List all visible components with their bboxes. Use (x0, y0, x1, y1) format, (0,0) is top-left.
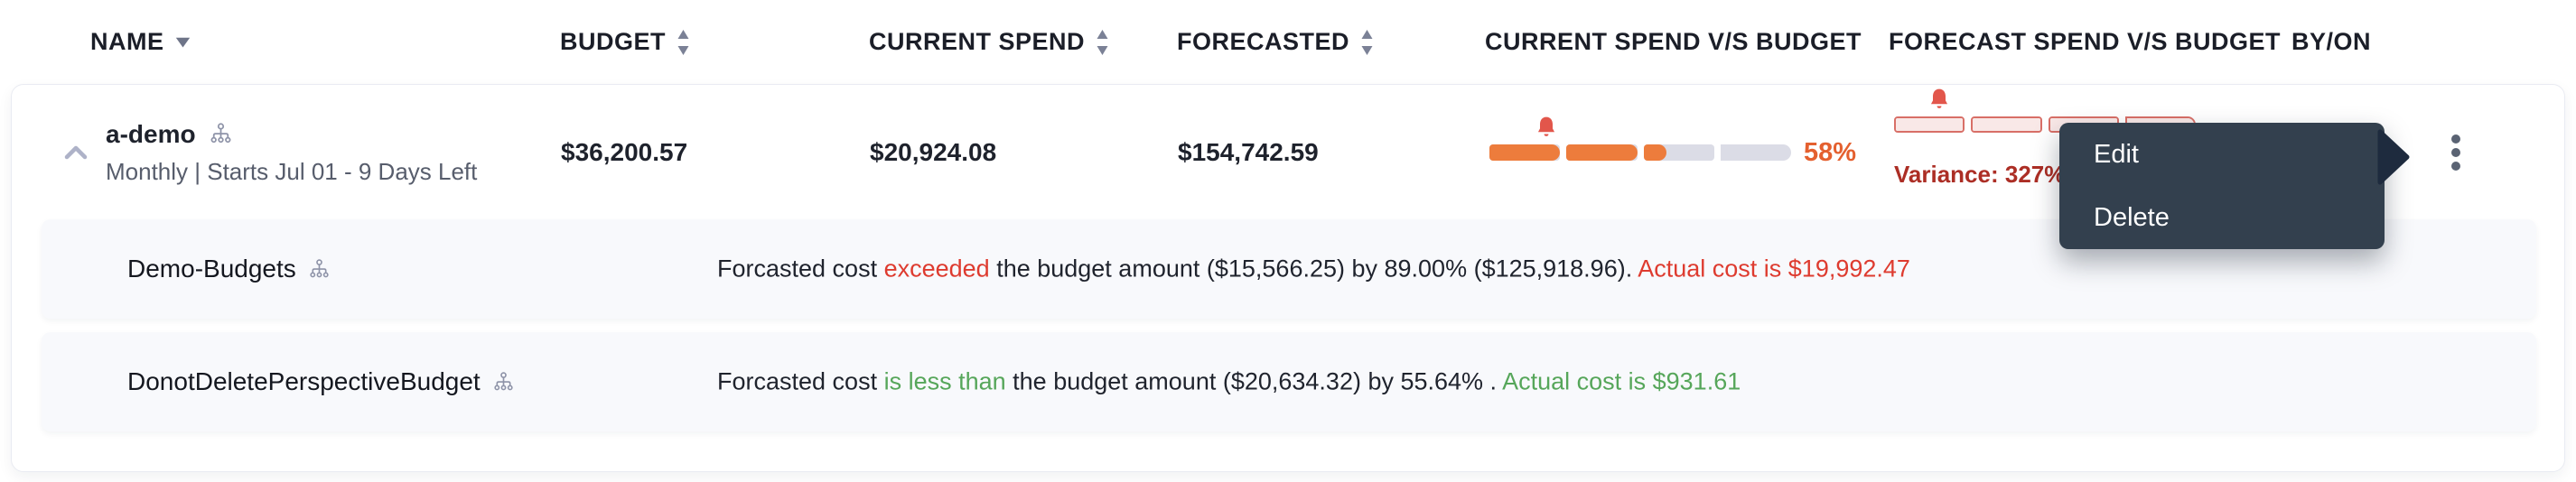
current-vs-budget-cell: 58% (1486, 116, 1890, 168)
budget-schedule: Monthly | Starts Jul 01 - 9 Days Left (106, 157, 478, 185)
bar-segment (1566, 144, 1638, 161)
budget-name-block: a-demo Monthly | Starts Jul 01 - 9 Days … (106, 120, 477, 186)
message-part: Actual cost is $19,992.47 (1638, 255, 1910, 283)
column-header-name[interactable]: NAME (0, 28, 560, 56)
budget-status-message: Forcasted cost exceeded the budget amoun… (717, 255, 1910, 283)
message-part: Actual cost is $931.61 (1502, 367, 1741, 395)
column-header-label: CURRENT SPEND V/S BUDGET (1485, 28, 1862, 55)
sort-icon (1097, 29, 1108, 55)
row-actions-kebab-button[interactable] (2439, 126, 2473, 179)
bar-segment (1489, 144, 1561, 161)
current-spend-amount: $20,924.08 (870, 138, 997, 166)
sort-desc-icon (175, 37, 190, 47)
context-menu: Edit Delete (2059, 123, 2410, 249)
child-budget-name: Demo-Budgets (127, 255, 331, 283)
chevron-up-icon (64, 145, 88, 160)
sort-icon (1361, 29, 1373, 55)
column-header-label: NAME (90, 28, 164, 55)
budget-status-message: Forcasted cost is less than the budget a… (717, 368, 1741, 396)
column-header-budget[interactable]: BUDGET (560, 28, 869, 56)
alert-bell-icon (1927, 88, 1951, 113)
message-part: exceeded (883, 255, 990, 283)
sort-icon (677, 29, 689, 55)
column-header-current-vs-budget: CURRENT SPEND V/S BUDGET (1485, 28, 1889, 56)
column-header-current-spend[interactable]: CURRENT SPEND (869, 28, 1177, 56)
column-header-forecasted[interactable]: FORECASTED (1177, 28, 1485, 56)
child-budget-row[interactable]: Demo-Budgets Forcasted cost exceeded the… (42, 219, 2536, 319)
message-part: Forcasted cost (717, 255, 884, 283)
parent-budget-row: a-demo Monthly | Starts Jul 01 - 9 Days … (12, 85, 2564, 220)
forecasted-cell: $154,742.59 (1178, 138, 1486, 167)
hierarchy-icon (494, 371, 513, 390)
current-vs-budget-bar (1489, 116, 1791, 161)
budget-name-text: a-demo (106, 119, 196, 148)
menu-item-edit[interactable]: Edit (2094, 139, 2139, 169)
bar-segment (1971, 116, 2042, 133)
table-header: NAME BUDGET CURRENT SPEND FORECASTED CUR… (0, 0, 2576, 84)
child-budget-name: DonotDeletePerspectiveBudget (127, 367, 515, 396)
column-header-label: BUDGET (560, 28, 666, 55)
column-header-forecast-vs-budget: FORECAST SPEND V/S BUDGET (1889, 28, 2291, 56)
budget-cell: $36,200.57 (561, 138, 870, 167)
child-budget-row[interactable]: DonotDeletePerspectiveBudget Forcasted c… (42, 332, 2536, 431)
message-part: the budget amount ($15,566.25) by 89.00%… (989, 255, 1638, 283)
bar-segment (1894, 116, 1965, 133)
forecasted-amount: $154,742.59 (1178, 138, 1319, 166)
child-budget-name-text: DonotDeletePerspectiveBudget (127, 367, 481, 395)
kebab-dot (2451, 162, 2460, 171)
current-vs-budget-percent: 58% (1804, 137, 1857, 167)
budget-name: a-demo (106, 120, 477, 149)
collapse-chevron-button[interactable] (59, 135, 93, 170)
hierarchy-icon (210, 123, 231, 144)
column-header-label: FORECASTED (1177, 28, 1350, 55)
budget-amount: $36,200.57 (561, 138, 688, 166)
kebab-dot (2451, 134, 2460, 144)
bar-segment (1720, 144, 1791, 161)
current-spend-cell: $20,924.08 (870, 138, 1178, 167)
message-part: the budget amount ($20,634.32) by 55.64%… (1005, 367, 1503, 395)
menu-pointer-arrow (2377, 129, 2410, 185)
child-budget-name-text: Demo-Budgets (127, 255, 296, 283)
message-part: is less than (883, 367, 1006, 395)
menu-item-delete[interactable]: Delete (2094, 202, 2170, 232)
column-header-by-on: BY/ON (2291, 28, 2452, 56)
kebab-dot (2451, 148, 2460, 157)
column-header-label: CURRENT SPEND (869, 28, 1086, 55)
message-part: Forcasted cost (717, 367, 884, 395)
variance-label: Variance: 327% (1894, 160, 2066, 188)
budget-name-cell: a-demo Monthly | Starts Jul 01 - 9 Days … (12, 120, 561, 186)
column-header-label: BY/ON (2291, 28, 2372, 55)
hierarchy-icon (310, 258, 329, 277)
column-header-label: FORECAST SPEND V/S BUDGET (1889, 28, 2282, 55)
bar-segment (1643, 144, 1714, 161)
alert-bell-icon (1535, 116, 1558, 141)
